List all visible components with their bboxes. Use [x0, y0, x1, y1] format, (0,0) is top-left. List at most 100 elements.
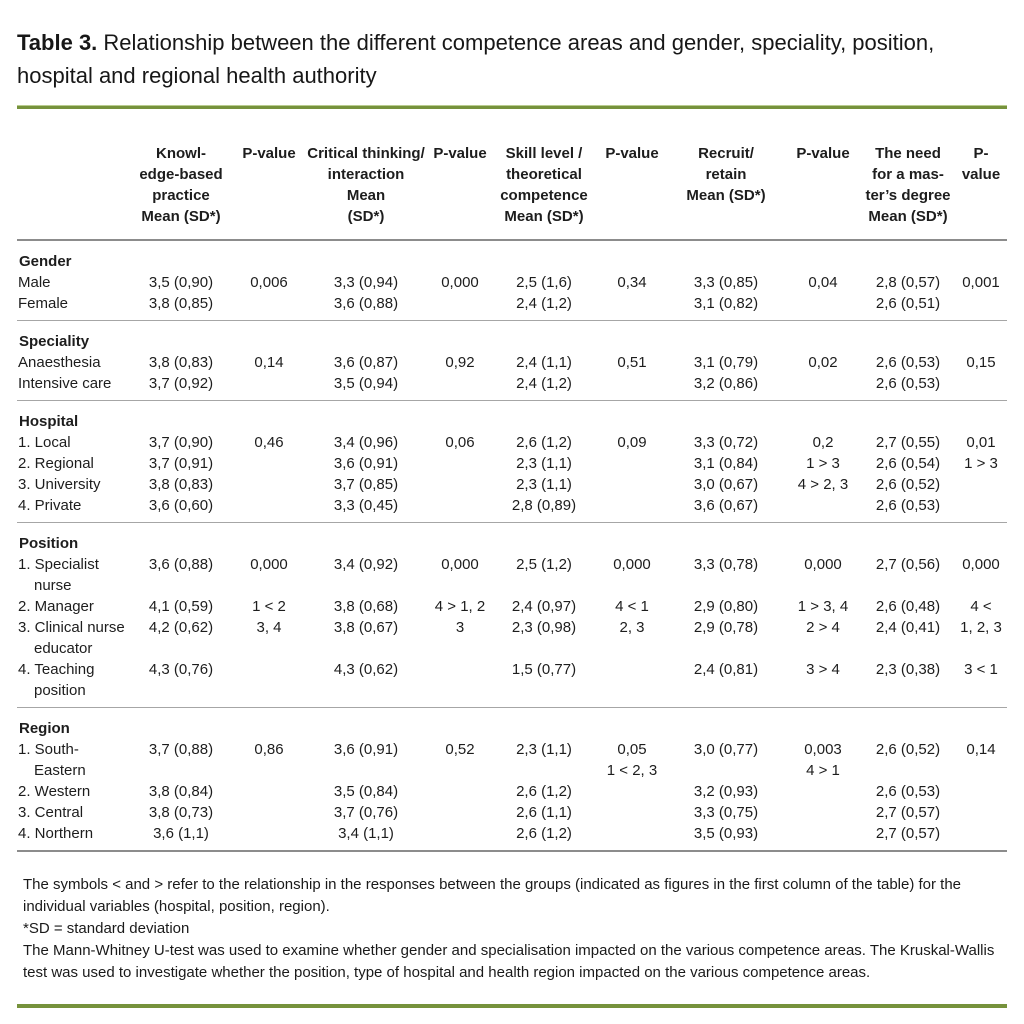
table-row: 1. Specialist nurse 3,6 (0,88) 0,000 3,4 (0… [17, 554, 1007, 596]
cell: 3,6 (0,88) [333, 295, 399, 312]
row-label: 3. University [18, 476, 101, 493]
cell: 2,5 (1,2) [516, 556, 572, 573]
table-row: 1. Local 3,7 (0,90) 0,46 3,4 (0,96) 0,06 2,6 … [17, 432, 1007, 453]
bottom-divider-line [17, 1004, 1007, 1008]
cell: 2,4 (1,2) [516, 375, 572, 392]
cell: 2,3 (0,38) [875, 661, 941, 678]
cell [597, 474, 667, 495]
cell: 0,34 [617, 274, 647, 291]
table-row: 4. Teaching position 4,3 (0,76) 4,3 (0,62)… [17, 659, 1007, 708]
column-header: Critical thinking/ interaction Mean (SD*… [307, 145, 425, 225]
row-label: Intensive care [18, 375, 112, 392]
cell: 1 > 3, 4 [797, 598, 849, 615]
cell: 0,04 [808, 274, 838, 291]
cell: 0,92 [445, 354, 475, 371]
column-header: P-value [242, 145, 296, 162]
cell: 3,7 (0,88) [148, 741, 214, 758]
cell: 2,6 (0,53) [875, 375, 941, 392]
cell [785, 823, 861, 851]
cell: 0,000 [613, 556, 651, 573]
cell: 3,6 (0,91) [333, 455, 399, 472]
cell: 1,5 (0,77) [511, 661, 577, 678]
cell: 0,14 [254, 354, 284, 371]
cell: 1 > 3 [964, 455, 998, 472]
section-hospital: Hospital 1. Local 3,7 (0,90) 0,46 3,4 (0,96)… [17, 400, 1007, 523]
cell: 3,8 (0,83) [148, 354, 214, 371]
cell: 3,7 (0,85) [333, 476, 399, 493]
cell [597, 293, 667, 321]
cell [785, 781, 861, 802]
cell [955, 781, 1007, 802]
cell: 2,6 (0,52) [875, 741, 941, 758]
column-header: Skill level / theoretical competence Mea… [500, 145, 588, 225]
section-header-row: Position [17, 523, 1007, 555]
cell [597, 453, 667, 474]
cell [429, 293, 491, 321]
footnote: The Mann-Whitney U-test was used to exam… [23, 942, 995, 981]
cell [597, 659, 667, 708]
cell: 0,000 [962, 556, 1000, 573]
cell [235, 373, 303, 401]
cell: 3 [455, 619, 465, 636]
cell [785, 373, 861, 401]
cell [955, 293, 1007, 321]
row-label: Male [18, 274, 51, 291]
cell: 4,2 (0,62) [148, 619, 214, 636]
cell: 4,3 (0,76) [148, 661, 214, 678]
cell [955, 373, 1007, 401]
cell: 4,3 (0,62) [333, 661, 399, 678]
cell: 2,3 (1,1) [516, 476, 572, 493]
cell [429, 373, 491, 401]
cell: 3,6 (0,91) [333, 741, 399, 758]
cell: 3,3 (0,78) [693, 556, 759, 573]
cell: 3,8 (0,68) [333, 598, 399, 615]
row-label: 1. Specialist nurse [18, 556, 99, 594]
header-row: Knowl- edge-based practice Mean (SD*) P-v… [17, 143, 1007, 240]
table-row: 3. University 3,8 (0,83) 3,7 (0,85) 2,3 (1,… [17, 474, 1007, 495]
cell: 0,001 [962, 274, 1000, 291]
cell: 0,02 [808, 354, 838, 371]
cell: 2,8 (0,57) [875, 274, 941, 291]
cell: 3,8 (0,83) [148, 476, 214, 493]
cell [955, 474, 1007, 495]
cell: 3,0 (0,77) [693, 741, 759, 758]
cell: 2,6 (0,52) [875, 476, 941, 493]
cell: 3,3 (0,72) [693, 434, 759, 451]
cell: 0,000 [441, 274, 479, 291]
cell: 3,2 (0,93) [693, 783, 759, 800]
cell: 3,7 (0,91) [148, 455, 214, 472]
cell: 3, 4 [256, 619, 282, 636]
cell: 2,3 (0,98) [511, 619, 577, 636]
cell: 3,4 (1,1) [338, 825, 394, 842]
section-header-row: Speciality [17, 321, 1007, 353]
cell: 3,8 (0,73) [148, 804, 214, 821]
section-label: Position [19, 535, 79, 552]
cell: 3,2 (0,86) [693, 375, 759, 392]
section-label: Speciality [19, 333, 90, 350]
cell: 3 < 1 [964, 661, 998, 678]
cell: 3,8 (0,85) [148, 295, 214, 312]
cell: 2,4 (0,81) [693, 661, 759, 678]
column-header: Knowl- edge-based practice Mean (SD*) [139, 145, 223, 225]
cell: 0,86 [254, 741, 284, 758]
cell [785, 495, 861, 523]
table-row: 2. Regional 3,7 (0,91) 3,6 (0,91) 2,3 (1,1)… [17, 453, 1007, 474]
row-label: 3. Clinical nurse educator [18, 619, 125, 657]
page: Table 3. Relationship between the differ… [0, 26, 1024, 1008]
cell [429, 781, 491, 802]
footnotes: The symbols < and > refer to the relatio… [17, 874, 1007, 984]
row-label: 2. Western [18, 783, 91, 800]
cell: 3,4 (0,96) [333, 434, 399, 451]
section-speciality: Speciality Anaesthesia 3,8 (0,83) 0,14 3,6 (… [17, 320, 1007, 401]
cell: 3,6 (0,60) [148, 497, 214, 514]
section-gender: Gender Male 3,5 (0,90) 0,006 3,3 (0,94) 0,000… [17, 240, 1007, 321]
cell: 3,5 (0,84) [333, 783, 399, 800]
cell: 2,6 (0,53) [875, 497, 941, 514]
cell: 0,000 [804, 556, 842, 573]
cell: 2,6 (1,2) [516, 783, 572, 800]
table-row: 3. Clinical nurse educator 4,2 (0,62) 3, 4… [17, 617, 1007, 659]
cell: 3,3 (0,75) [693, 804, 759, 821]
cell: 3 > 4 [806, 661, 840, 678]
row-label: 2. Manager [18, 598, 94, 615]
cell: 0,000 [441, 556, 479, 573]
